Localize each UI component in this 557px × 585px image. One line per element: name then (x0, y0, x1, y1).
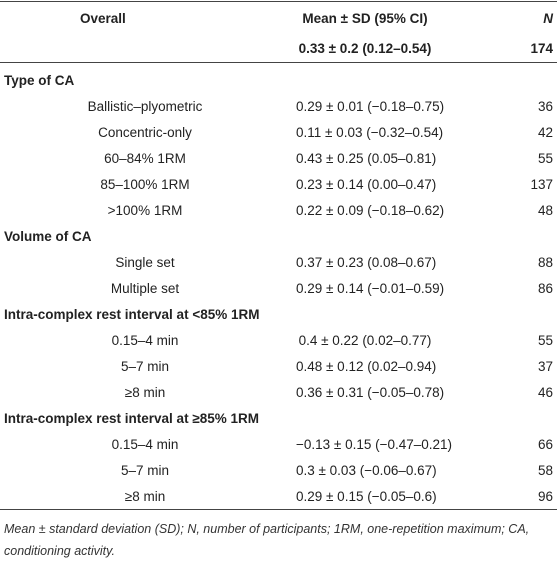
n-value: 137 (530, 176, 553, 192)
n-value: 88 (537, 254, 553, 270)
n-value: 58 (537, 462, 553, 478)
mean-sd: 0.4 ± 0.22 (0.02–0.77) (298, 332, 432, 348)
section-title: Type of CA (4, 72, 75, 88)
section-row: Intra-complex rest interval at ≥85% 1RM (0, 405, 557, 431)
empty-cell (0, 34, 290, 63)
header-cell: Mean ± SD (95% CI) (290, 1, 440, 34)
table-body: Overall Mean ± SD (95% CI) N 0.33 ± 0.2 … (0, 1, 557, 510)
n-value: 55 (537, 332, 553, 348)
mean-sd: 0.29 ± 0.15 (−0.05–0.6) (290, 483, 440, 510)
mean-sd: 0.36 ± 0.31 (−0.05–0.78) (296, 384, 445, 400)
row-label: Single set (115, 254, 175, 270)
data-row: Concentric-only 0.11 ± 0.03 (−0.32–0.54) 4… (0, 119, 557, 145)
row-label: 85–100% 1RM (100, 176, 190, 192)
mean-sd: 0.29 ± 0.14 (−0.01–0.59) (296, 280, 445, 296)
mean-sd: −0.13 ± 0.15 (−0.47–0.21) (296, 436, 453, 452)
row-label: 5–7 min (120, 462, 170, 478)
row-label: 60–84% 1RM (104, 150, 186, 166)
row-label: >100% 1RM (107, 202, 183, 218)
mean-sd: 0.11 ± 0.03 (−0.32–0.54) (296, 124, 444, 140)
overall-row: 0.33 ± 0.2 (0.12–0.54) 174 (0, 34, 557, 63)
data-row: Single set 0.37 ± 0.23 (0.08–0.67) 88 (0, 249, 557, 275)
data-row: 60–84% 1RM 0.43 ± 0.25 (0.05–0.81) 55 (0, 145, 557, 171)
row-label: Multiple set (110, 280, 180, 296)
mean-sd: 0.37 ± 0.23 (0.08–0.67) (296, 254, 437, 270)
data-row: Ballistic–plyometric 0.29 ± 0.01 (−0.18–0… (0, 93, 557, 119)
section-title: Intra-complex rest interval at ≥85% 1RM (4, 410, 259, 426)
row-label: 5–7 min (120, 358, 170, 374)
mean-sd: 0.22 ± 0.09 (−0.18–0.62) (296, 202, 445, 218)
n-value: 36 (537, 98, 553, 114)
row-label: Ballistic–plyometric (87, 98, 203, 114)
row-label: Concentric-only (98, 124, 192, 140)
header-row: Overall Mean ± SD (95% CI) N (0, 1, 557, 34)
mean-sd: 0.43 ± 0.25 (0.05–0.81) (296, 150, 437, 166)
header-cell: Overall (0, 1, 290, 34)
n-value: 42 (537, 124, 553, 140)
section-row: Type of CA (0, 63, 557, 94)
n-value: 48 (537, 202, 553, 218)
data-row: 85–100% 1RM 0.23 ± 0.14 (0.00–0.47) 137 (0, 171, 557, 197)
row-label: ≥8 min (124, 384, 166, 400)
overall-n: 174 (440, 34, 557, 63)
results-table: Overall Mean ± SD (95% CI) N 0.33 ± 0.2 … (0, 1, 557, 510)
row-label: 0.15–4 min (111, 436, 179, 452)
data-row: 5–7 min 0.3 ± 0.03 (−0.06–0.67) 58 (0, 457, 557, 483)
data-row: 0.15–4 min −0.13 ± 0.15 (−0.47–0.21) 66 (0, 431, 557, 457)
section-title: Volume of CA (4, 228, 92, 244)
data-row: ≥8 min 0.36 ± 0.31 (−0.05–0.78) 46 (0, 379, 557, 405)
mean-sd: 0.23 ± 0.14 (0.00–0.47) (296, 176, 437, 192)
mean-sd: 0.29 ± 0.01 (−0.18–0.75) (296, 98, 445, 114)
row-label: 0.15–4 min (111, 332, 179, 348)
data-row: ≥8 min 0.29 ± 0.15 (−0.05–0.6) 96 (0, 483, 557, 510)
n-value: 55 (537, 150, 553, 166)
data-row: 5–7 min 0.48 ± 0.12 (0.02–0.94) 37 (0, 353, 557, 379)
data-row: Multiple set 0.29 ± 0.14 (−0.01–0.59) 86 (0, 275, 557, 301)
n-value: 46 (537, 384, 553, 400)
data-row: 0.15–4 min 0.4 ± 0.22 (0.02–0.77) 55 (0, 327, 557, 353)
header-cell: N (440, 1, 557, 34)
mean-sd: 0.3 ± 0.03 (−0.06–0.67) (296, 462, 437, 478)
footnote: Mean ± standard deviation (SD); N, numbe… (4, 522, 530, 558)
mean-sd: 0.48 ± 0.12 (0.02–0.94) (296, 358, 437, 374)
n-value: 37 (537, 358, 553, 374)
section-title: Intra-complex rest interval at <85% 1RM (4, 306, 260, 322)
section-row: Intra-complex rest interval at <85% 1RM (0, 301, 557, 327)
n-value: 96 (440, 483, 557, 510)
row-label: ≥8 min (0, 483, 290, 510)
data-row: >100% 1RM 0.22 ± 0.09 (−0.18–0.62) 48 (0, 197, 557, 223)
section-row: Volume of CA (0, 223, 557, 249)
n-value: 66 (537, 436, 553, 452)
n-value: 86 (537, 280, 553, 296)
overall-mean: 0.33 ± 0.2 (0.12–0.54) (290, 34, 440, 63)
